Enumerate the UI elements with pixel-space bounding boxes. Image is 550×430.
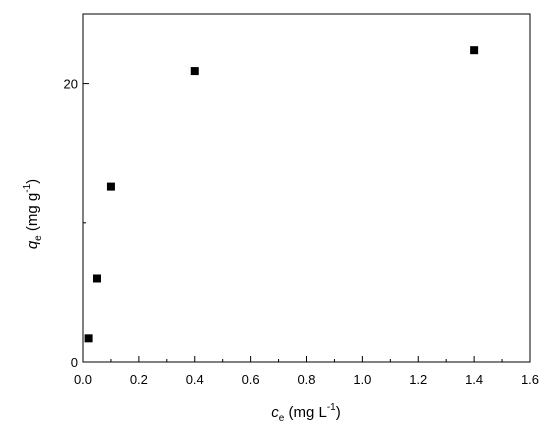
x-tick-label: 1.0 <box>353 372 371 387</box>
y-axis-subscript: e <box>33 235 44 241</box>
data-point <box>84 334 93 343</box>
x-tick-label: 1.2 <box>409 372 427 387</box>
y-axis-unit: (mg g <box>24 193 41 236</box>
x-tick-label: 1.6 <box>521 372 539 387</box>
x-axis-ticks: 0.0 0.2 0.4 0.6 0.8 1.0 1.2 1.4 1.6 <box>74 356 539 387</box>
x-tick-label: 0.4 <box>186 372 204 387</box>
data-point <box>106 182 115 191</box>
y-tick-label: 0 <box>71 355 78 370</box>
x-axis-unit-superscript: -1 <box>327 402 336 413</box>
y-axis-ticks: 0 20 <box>64 77 89 370</box>
y-axis-symbol: q <box>24 240 41 249</box>
data-point <box>470 46 479 55</box>
x-axis-symbol: c <box>271 404 279 421</box>
data-point <box>92 274 101 283</box>
y-tick-label: 20 <box>64 77 78 92</box>
x-axis-label: ce (mg L-1) <box>271 402 340 424</box>
x-axis-subscript: e <box>279 413 285 424</box>
y-axis-label: qe (mg g-1) <box>22 179 44 249</box>
x-tick-label: 0.2 <box>130 372 148 387</box>
x-tick-label: 1.4 <box>465 372 483 387</box>
x-axis-unit: (mg L <box>284 404 327 421</box>
data-points <box>84 46 479 343</box>
x-tick-label: 0.0 <box>74 372 92 387</box>
y-axis-unit-close: ) <box>24 179 41 184</box>
plot-frame <box>82 13 531 363</box>
x-tick-label: 0.8 <box>297 372 315 387</box>
x-axis-unit-close: ) <box>336 404 341 421</box>
data-point <box>190 67 199 76</box>
y-axis-unit-superscript: -1 <box>22 183 33 192</box>
x-tick-label: 0.6 <box>242 372 260 387</box>
